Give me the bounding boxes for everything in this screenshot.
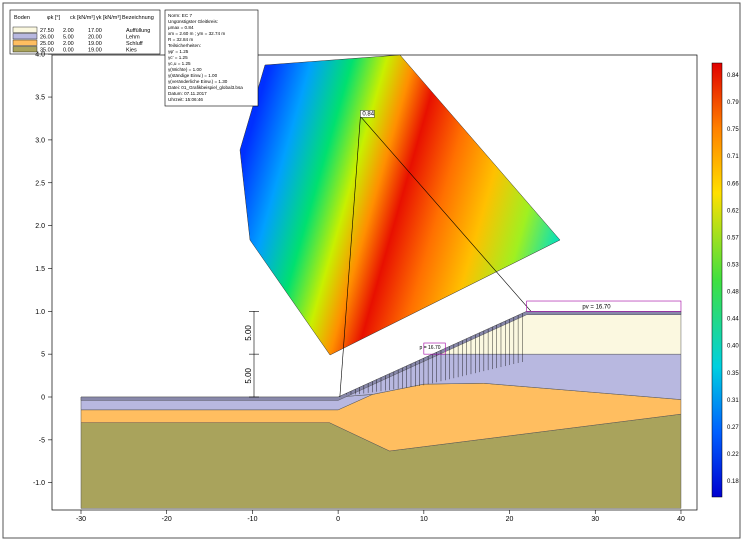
y-tick-label: -1.0 [33,480,45,487]
y-tick-label: 3.5 [35,95,45,102]
radius-line [360,116,532,312]
legend-cell: 5.00 [63,35,74,41]
legend-cell: 19.00 [88,41,102,47]
center-label: 0.84 [362,111,374,117]
info-box [164,9,259,107]
info-line: xm = 2.60 m ; ym = 32.74 m [168,31,225,36]
info-line: Datum: 07.11.2017 [168,91,207,96]
info-line: γ(veränderliche Einw.) = 1.30 [168,79,228,84]
x-tick-label: -20 [162,516,172,523]
x-tick-label: 10 [420,516,428,523]
legend-cell: Lehm [126,35,140,41]
legend-cell: 25.00 [40,41,54,47]
info-line: γφ' = 1.25 [168,49,189,54]
color-scale-label: 0.40 [727,344,739,350]
color-scale-label: 0.53 [727,262,739,268]
load-left [423,342,446,355]
load-label: pv = 16.70 [582,305,611,311]
load-label: p = 16.70 [420,345,441,351]
info-line: R = 32.84 m [168,37,193,42]
info-line: γ(Wichte) = 1.00 [168,67,202,72]
legend-swatch [12,39,38,46]
info-line: γc' = 1.25 [168,55,188,60]
color-scale-label: 0.71 [727,154,739,160]
y-tick-label: -5 [39,437,45,444]
legend-cell: 2.00 [63,28,74,34]
legend-cell: 19.00 [88,48,102,54]
legend-cell: 0.00 [63,48,74,54]
y-tick-label: 2.5 [35,180,45,187]
surface-strip [80,311,682,401]
legend-cell: Auffüllung [126,28,150,34]
soil-legend: Boden φk [°] ck [kN/m²] γk [kN/m³] Bezeichnu… [9,9,161,55]
load-right [526,300,682,312]
color-scale-label: 0.79 [727,100,739,106]
legend-cell: 17.00 [88,28,102,34]
color-scale-label: 0.27 [727,425,739,431]
color-scale-label: 0.75 [727,127,739,133]
y-tick-label: 1.5 [35,266,45,273]
outer-frame [2,2,741,539]
color-scale-label: 0.62 [727,208,739,214]
y-tick-label: 3.0 [35,137,45,144]
color-scale-label: 0.44 [727,317,739,323]
x-tick-label: 40 [677,516,685,523]
legend-header: Bezeichnung [122,15,154,21]
center-label-box [360,110,375,118]
y-tick-label: 4.0 [35,52,45,59]
legend-cell: 27.50 [40,28,54,34]
legend-cell: 2.00 [63,41,74,47]
color-scale-label: 0.57 [727,235,739,241]
y-tick-label: 0 [41,395,45,402]
legend-swatch [12,33,38,40]
legend-cell: Schluff [126,41,143,47]
color-scale-label: 0.35 [727,371,739,377]
dimension-label: 5.00 [244,325,253,341]
dimension-label: 5.00 [244,367,253,383]
info-line: Datei: 01_Grafikbeispiel_global3.bsa [168,85,243,90]
info-line: γ(ständige Einw.) = 1.00 [168,73,218,78]
radius-line [339,116,361,398]
color-scale-label: 0.66 [727,181,739,187]
y-tick-label: 5 [41,352,45,359]
legend-cell: 26.00 [40,35,54,41]
y-tick-label: 2.0 [35,223,45,230]
legend-header: γk [kN/m³] [96,15,121,21]
info-line: Teilsicherheiten: [168,43,201,48]
color-scale-label: 0.48 [727,290,739,296]
legend-header: φk [°] [47,15,61,21]
y-tick-label: 1.0 [35,309,45,316]
info-line: Norm: EC 7 [168,13,192,18]
color-scale-label: 0.84 [727,73,739,79]
legend-swatch [12,26,38,33]
color-scale-label: 0.31 [727,398,739,404]
safety-contours [239,54,561,356]
legend-header: Boden [14,15,30,21]
legend-cell: Kies [126,48,137,54]
info-line: Uhrzeit: 15:06:46 [168,97,203,102]
x-tick-label: -10 [247,516,257,523]
x-tick-label: 30 [591,516,599,523]
legend-header: ck [kN/m²] [70,15,95,21]
x-tick-label: -30 [76,516,86,523]
color-scale-label: 0.22 [727,452,739,458]
color-scale-label: 0.18 [727,479,739,485]
info-line: μmax = 0.84 [168,25,194,30]
x-tick-label: 0 [336,516,340,523]
x-tick-label: 20 [506,516,514,523]
info-line: Ungünstigster Gleitkreis: [168,19,218,24]
legend-cell: 35.00 [40,48,54,54]
soil-layers [80,311,682,509]
color-bar [711,62,723,498]
info-line: γc,u = 1.25 [168,61,191,66]
legend-cell: 20.00 [88,35,102,41]
legend-swatch [12,46,38,53]
